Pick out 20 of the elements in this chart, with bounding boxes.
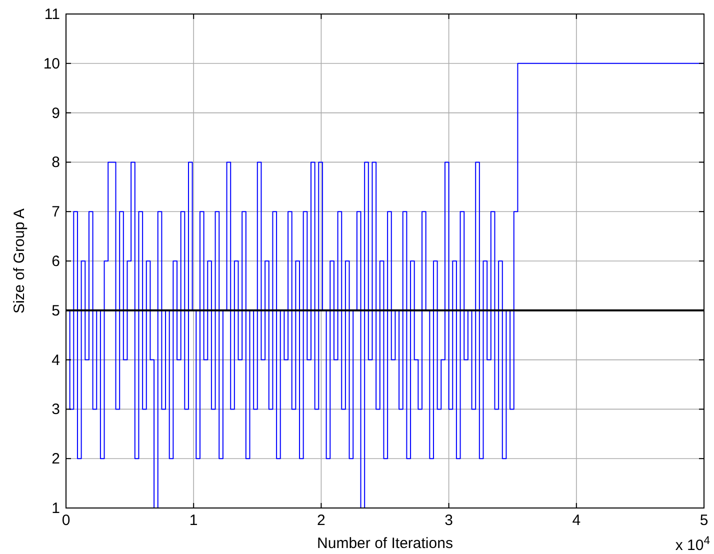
y-tick-label: 4 [52,352,60,369]
y-tick-label: 6 [52,253,60,270]
x-tick-label: 1 [189,512,198,529]
x-axis-title: Number of Iterations [317,535,453,552]
y-tick-label: 11 [44,6,60,23]
y-tick-label: 8 [52,154,60,172]
y-tick-label: 2 [52,450,60,468]
y-tick-label: 10 [43,55,60,72]
y-tick-label: 5 [52,302,60,320]
y-tick-label: 1 [52,500,60,517]
x-tick-label: 2 [317,512,326,529]
x-tick-label: 5 [700,512,708,529]
x-tick-label: 3 [444,512,453,529]
x-tick-label: 4 [572,512,581,529]
y-tick-label: 9 [52,104,60,122]
x-tick-label: 0 [62,512,70,529]
text: x 10$^{4}$ [675,535,710,554]
y-tick-label: 3 [52,401,60,418]
y-tick-label: 7 [52,204,60,221]
y-axis-title: Size of Group A [11,208,28,314]
